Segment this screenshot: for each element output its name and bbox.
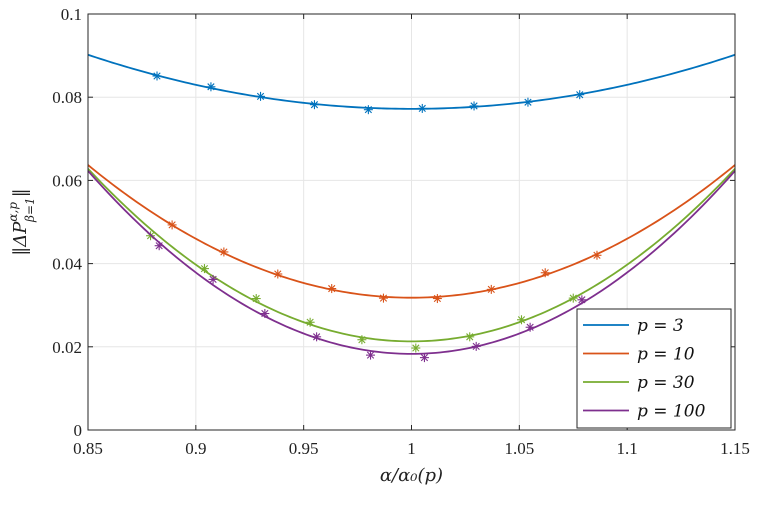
y-tick-label: 0 bbox=[74, 421, 83, 440]
series-2 bbox=[87, 164, 736, 304]
data-point bbox=[167, 220, 177, 230]
legend-label: p = 30 bbox=[637, 373, 695, 393]
y-tick-label: 0.06 bbox=[52, 171, 82, 190]
data-point bbox=[592, 250, 602, 260]
x-tick-label: 0.95 bbox=[289, 439, 319, 458]
series-line bbox=[87, 170, 736, 355]
y-tick-label: 0.08 bbox=[52, 88, 82, 107]
legend-label: p = 3 bbox=[637, 316, 684, 336]
y-axis-label: ‖ΔPα,p β=1‖ bbox=[6, 188, 37, 255]
data-point bbox=[432, 294, 442, 304]
data-point bbox=[206, 82, 216, 92]
data-point bbox=[486, 284, 496, 294]
data-point bbox=[273, 269, 283, 279]
data-point bbox=[378, 293, 388, 303]
y-axis-label-end: ‖ bbox=[10, 188, 31, 197]
data-point bbox=[417, 103, 427, 113]
data-point bbox=[305, 317, 315, 327]
data-point bbox=[568, 293, 578, 303]
data-point bbox=[251, 294, 261, 304]
legend-item: p = 30 bbox=[583, 373, 695, 393]
series-3 bbox=[87, 168, 736, 353]
data-point bbox=[256, 91, 266, 101]
ticks: 0.85 0.9 0.95 1 1.05 1.1 1.15 0 0.02 0.04 0.06 0.08… bbox=[52, 5, 750, 458]
data-point bbox=[363, 105, 373, 115]
legend-item: p = 100 bbox=[583, 402, 706, 422]
x-tick-label: 1.15 bbox=[720, 439, 750, 458]
data-point bbox=[208, 274, 218, 284]
series-line bbox=[87, 53, 736, 110]
legend-item: p = 10 bbox=[583, 345, 695, 365]
data-point bbox=[523, 97, 533, 107]
series-line bbox=[87, 164, 736, 299]
y-axis-label-main: ‖ΔP bbox=[10, 221, 31, 256]
y-tick-label: 0.02 bbox=[52, 338, 82, 357]
data-point bbox=[219, 247, 229, 257]
y-tick-label: 0.1 bbox=[61, 5, 82, 24]
legend: p = 3 p = 10 p = 30 p = 100 bbox=[576, 308, 732, 429]
x-tick-label: 0.9 bbox=[185, 439, 206, 458]
data-point bbox=[199, 264, 209, 274]
data-point bbox=[411, 343, 421, 353]
legend-label: p = 10 bbox=[637, 345, 695, 365]
data-point bbox=[366, 350, 376, 360]
data-point bbox=[357, 335, 367, 345]
data-point bbox=[525, 322, 535, 332]
data-point bbox=[152, 71, 162, 81]
data-point bbox=[516, 315, 526, 325]
y-tick-label: 0.04 bbox=[52, 255, 82, 274]
data-point bbox=[577, 295, 587, 305]
data-point bbox=[327, 284, 337, 294]
x-tick-label: 1.1 bbox=[617, 439, 638, 458]
series-1 bbox=[87, 53, 736, 115]
data-point bbox=[575, 90, 585, 100]
y-axis-label-sup: α,p bbox=[6, 202, 20, 222]
y-axis-label-sub: β=1 bbox=[23, 197, 37, 223]
data-point bbox=[312, 332, 322, 342]
legend-item: p = 3 bbox=[583, 316, 684, 336]
x-tick-label: 0.85 bbox=[73, 439, 103, 458]
x-axis-label: α/α₀(p) bbox=[380, 465, 443, 486]
data-point bbox=[469, 101, 479, 111]
data-point bbox=[471, 341, 481, 351]
data-point bbox=[154, 241, 164, 251]
data-point bbox=[419, 353, 429, 363]
legend-box bbox=[576, 308, 732, 429]
series-line bbox=[87, 168, 736, 343]
data-point bbox=[465, 332, 475, 342]
data-point bbox=[309, 100, 319, 110]
x-tick-label: 1 bbox=[407, 439, 416, 458]
data-point bbox=[260, 309, 270, 319]
data-point bbox=[540, 268, 550, 278]
x-tick-label: 1.05 bbox=[504, 439, 534, 458]
series-layer bbox=[87, 53, 736, 363]
series-4 bbox=[87, 170, 736, 363]
legend-label: p = 100 bbox=[637, 402, 706, 422]
